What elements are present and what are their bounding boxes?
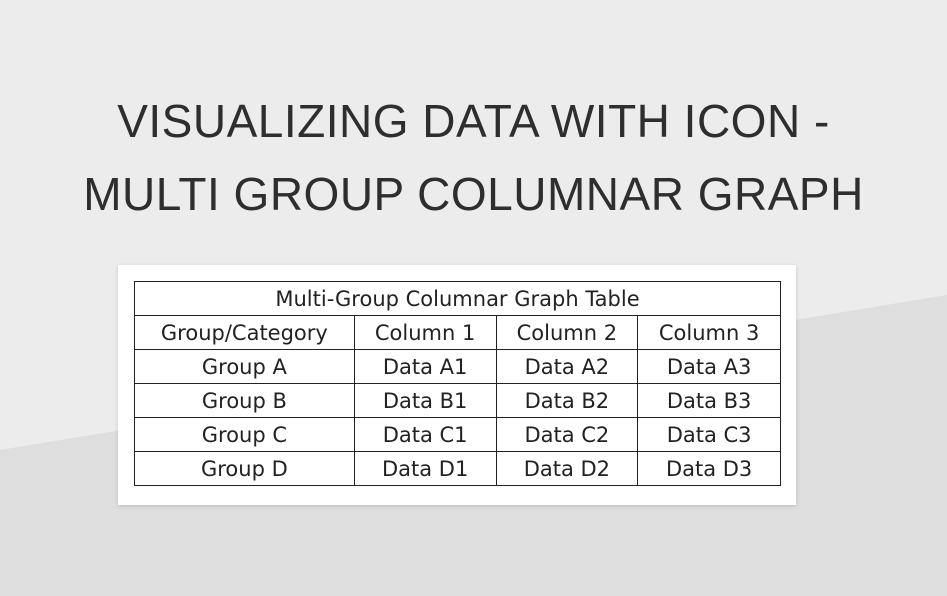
column-header: Column 1	[353, 315, 497, 350]
table-cell: Group B	[134, 383, 355, 418]
table-body: Multi-Group Columnar Graph Table Group/Ca…	[134, 281, 781, 486]
table-cell: Group C	[134, 417, 355, 452]
table-card: Multi-Group Columnar Graph Table Group/Ca…	[118, 265, 796, 505]
table-cell: Data A3	[637, 349, 781, 384]
table-cell: Data C1	[353, 417, 497, 452]
table-cell: Data D3	[637, 451, 781, 486]
table-cell: Data B2	[495, 383, 639, 418]
table-cell: Data D2	[495, 451, 639, 486]
table-cell: Data D1	[353, 451, 497, 486]
title-line: VISUALIZING DATA WITH ICON -	[117, 95, 830, 147]
caption-row: Multi-Group Columnar Graph Table	[134, 281, 781, 316]
table: Multi-Group Columnar Graph Table Group/Ca…	[134, 281, 781, 486]
table-cell: Group A	[134, 349, 355, 384]
table-cell: Data C3	[637, 417, 781, 452]
table-caption: Multi-Group Columnar Graph Table	[134, 281, 781, 316]
column-header: Group/Category	[134, 315, 355, 350]
table-cell: Data A2	[495, 349, 639, 384]
title-line: MULTI GROUP COLUMNAR GRAPH	[83, 168, 864, 220]
table-row: Group C Data C1 Data C2 Data C3	[134, 417, 781, 452]
table-cell: Data B3	[637, 383, 781, 418]
table-cell: Data C2	[495, 417, 639, 452]
table-cell: Data B1	[353, 383, 497, 418]
table-cell: Group D	[134, 451, 355, 486]
column-header: Column 3	[637, 315, 781, 350]
table-row: Group A Data A1 Data A2 Data A3	[134, 349, 781, 384]
column-header: Column 2	[495, 315, 639, 350]
table-cell: Data A1	[353, 349, 497, 384]
header-row: Group/Category Column 1 Column 2 Column 3	[134, 315, 781, 350]
table-row: Group B Data B1 Data B2 Data B3	[134, 383, 781, 418]
table-row: Group D Data D1 Data D2 Data D3	[134, 451, 781, 486]
